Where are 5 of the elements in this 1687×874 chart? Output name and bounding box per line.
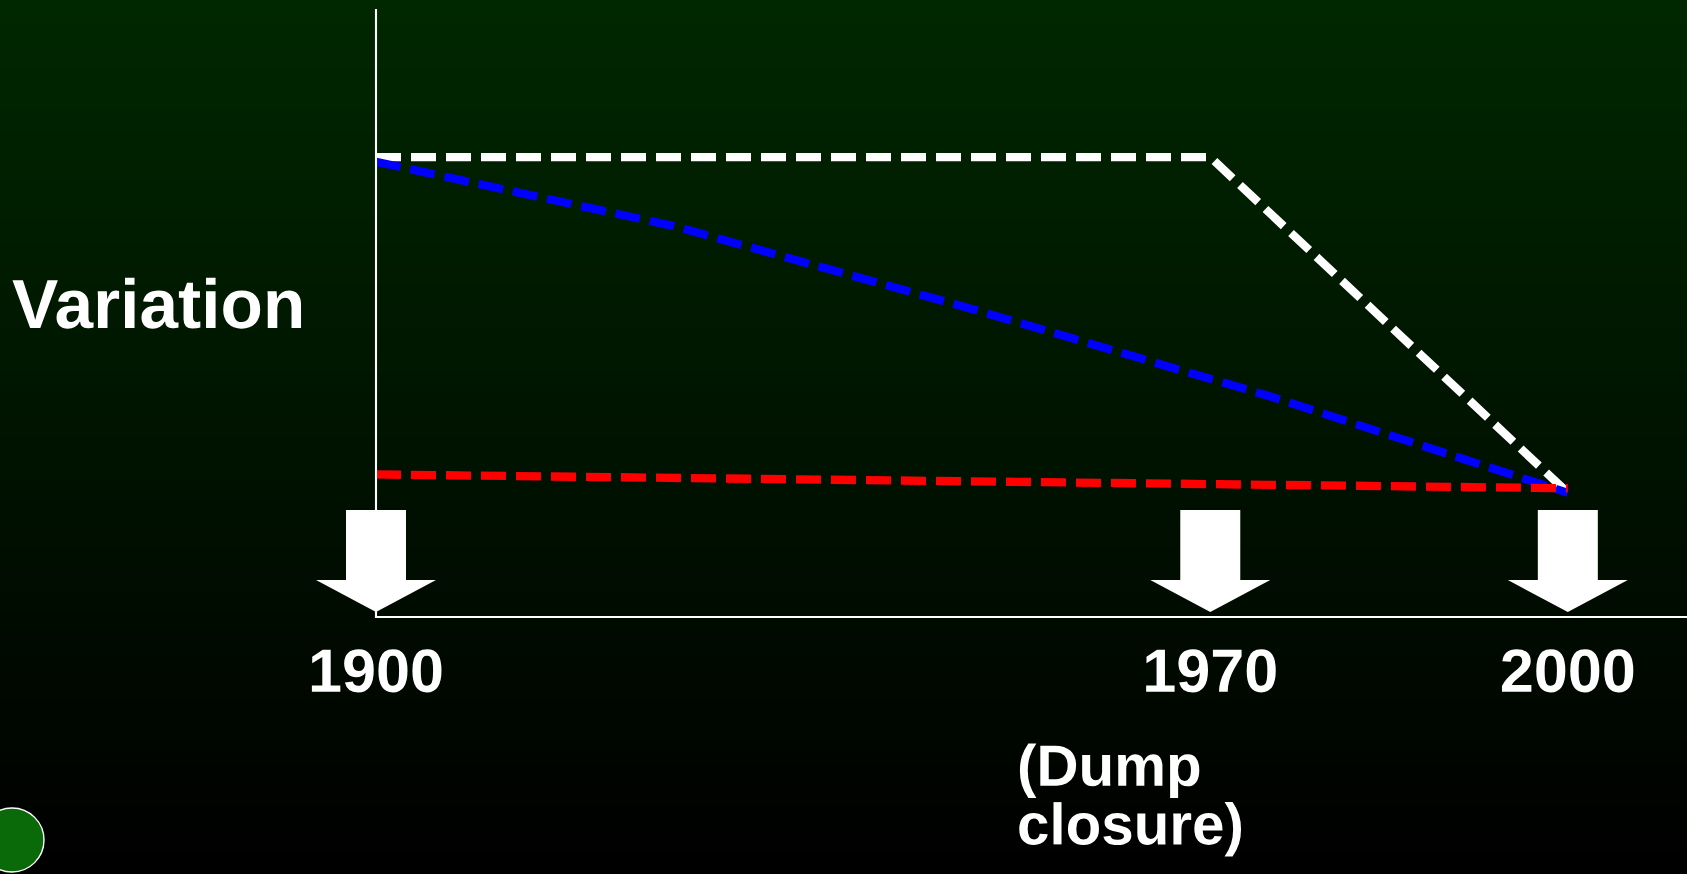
x-tick-label: 1900 — [311, 649, 442, 693]
text: (Dump closure) — [1019, 743, 1242, 857]
x-tick-label: 1970 — [1146, 649, 1276, 693]
x-tick-label: 2000 — [1501, 649, 1634, 693]
y-axis-title: Variation — [12, 277, 302, 329]
